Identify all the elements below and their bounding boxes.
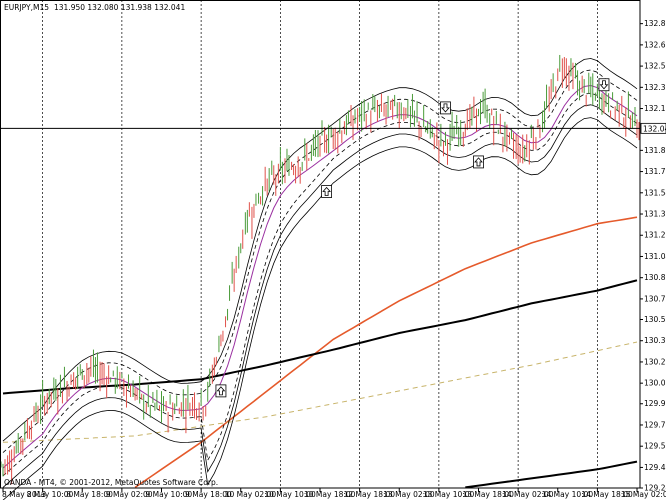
price-tick-label: 130.715: [644, 294, 666, 303]
time-tick-label: 13 May 02:00: [383, 490, 435, 499]
arrow-up-icon: [215, 384, 227, 398]
price-tick-label: 129.900: [644, 399, 666, 408]
symbol-header: EURJPY,M15: [4, 3, 49, 12]
time-tick-label: 9 May 18:00: [185, 490, 232, 499]
watermark-text: OANDA - MT4, © 2001-2012, MetaQuotes Sof…: [4, 478, 218, 487]
price-tick-label: 129.245: [644, 484, 666, 493]
arrow-glyph: [441, 103, 450, 113]
time-tick-label: 10 May 02:00: [225, 490, 277, 499]
arrow-up-icon: [321, 185, 333, 198]
price-tick-label: 129.570: [644, 442, 666, 451]
price-tick-label: 130.880: [644, 273, 666, 282]
price-tick-label: 130.555: [644, 315, 666, 324]
time-tick-label: 14 May 18:00: [581, 490, 633, 499]
price-tick-label: 132.360: [644, 83, 666, 92]
time-tick-label: 8 May 10:00: [27, 490, 74, 499]
time-tick-label: 13 May 10:00: [423, 490, 475, 499]
time-tick-label: 13 May 18:00: [463, 490, 515, 499]
time-tick-label: 10 May 18:00: [304, 490, 356, 499]
envelope-line: [2, 117, 638, 500]
price-tick-label: 131.210: [644, 231, 666, 240]
envelope-line: [2, 104, 638, 488]
arrow-glyph: [599, 80, 609, 90]
arrow-glyph: [322, 186, 331, 196]
time-tick-label: 9 May 10:00: [146, 490, 193, 499]
price-tick-label: 131.540: [644, 188, 666, 197]
time-tick-label: 10 May 10:00: [264, 490, 316, 499]
arrow-down-icon: [598, 78, 610, 92]
arrow-glyph: [216, 386, 226, 396]
price-tick-label: 130.390: [644, 336, 666, 345]
price-tick-label: 131.375: [644, 210, 666, 219]
time-tick-label: 9 May 02:00: [106, 490, 153, 499]
price-tick-label: 129.735: [644, 420, 666, 429]
current-price-label: 132.041: [643, 124, 666, 133]
arrow-up-icon: [473, 155, 484, 169]
price-tick-label: 130.225: [644, 357, 666, 366]
price-tick-label: 130.060: [644, 379, 666, 388]
current-price-box: [640, 122, 666, 134]
time-tick-label: 14 May 10:00: [542, 490, 594, 499]
arrow-box: [598, 78, 610, 92]
session-separators: [42, 0, 598, 488]
price-tick-label: 132.195: [644, 104, 666, 113]
arrow-glyph: [474, 157, 483, 167]
moving-average-line: [134, 216, 638, 489]
time-tick-label: 15 May 02:00: [621, 490, 666, 499]
arrow-down-icon: [440, 101, 451, 115]
arrow-box: [440, 101, 451, 115]
price-tick-label: 132.525: [644, 62, 666, 71]
signal-arrows: [215, 78, 610, 398]
price-tick-label: 131.870: [644, 146, 666, 155]
candles: [0, 54, 640, 485]
time-tick-label: 8 May 2013: [2, 490, 46, 499]
price-tick-label: 131.045: [644, 252, 666, 261]
price-tick-label: 129.405: [644, 463, 666, 472]
moving-average-line: [2, 341, 638, 443]
time-tick-label: 14 May 02:00: [502, 490, 554, 499]
arrow-box: [215, 384, 227, 398]
price-tick-label: 132.690: [644, 40, 666, 49]
price-tick-label: 131.705: [644, 167, 666, 176]
time-tick-label: 12 May 18:00: [344, 490, 396, 499]
envelope-line: [2, 58, 638, 442]
arrow-box: [321, 185, 333, 198]
moving-average-line: [465, 460, 638, 489]
arrow-box: [473, 155, 484, 169]
quote-header: 131.950 132.080 131.938 132.041: [54, 3, 185, 12]
time-tick-label: 8 May 18:00: [66, 490, 113, 499]
price-tick-label: 132.855: [644, 19, 666, 28]
envelope-line: [2, 92, 638, 477]
